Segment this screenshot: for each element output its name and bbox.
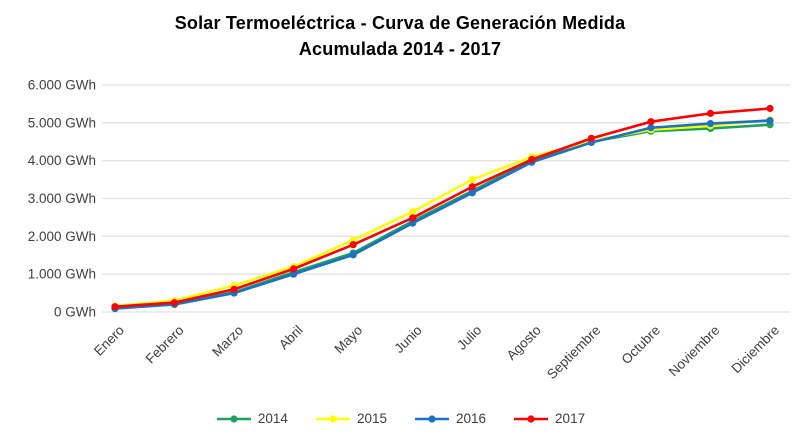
x-tick-label: Septiembre — [544, 323, 603, 382]
legend: 2014 2015 2016 2017 — [0, 411, 800, 426]
x-tick-label: Agosto — [504, 323, 544, 363]
data-point-2016-Julio — [468, 189, 476, 197]
y-tick-label: 4.000 GWh — [28, 153, 96, 168]
legend-label-2015: 2015 — [356, 411, 387, 426]
legend-swatch-2014 — [216, 414, 251, 423]
legend-swatch-2017 — [514, 414, 549, 423]
data-point-2016-Diciembre — [766, 116, 774, 125]
x-tick-label: Enero — [91, 323, 127, 359]
series-line-2014 — [113, 123, 772, 310]
data-point-2016-Octubre — [647, 124, 655, 132]
data-point-2017-Septiembre — [587, 134, 595, 142]
x-tick-label: Julio — [454, 323, 484, 353]
legend-swatch-2016 — [415, 414, 449, 423]
data-point-2017-Octubre — [647, 118, 655, 126]
data-point-2016-Junio — [409, 219, 417, 227]
legend-item-2015: 2015 — [314, 411, 387, 426]
data-point-2017-Enero — [111, 303, 119, 311]
x-tick-label: Febrero — [143, 323, 187, 367]
data-point-2017-Noviembre — [706, 109, 715, 117]
legend-swatch-2015 — [315, 414, 350, 423]
data-point-2016-Noviembre — [706, 119, 715, 128]
data-point-2017-Abril — [290, 265, 298, 273]
legend-label-2016: 2016 — [456, 411, 487, 426]
x-tick-label: Octubre — [618, 323, 663, 368]
legend-item-2016: 2016 — [413, 411, 486, 426]
data-point-2017-Agosto — [528, 155, 536, 164]
y-tick-label: 5.000 GWh — [28, 115, 96, 130]
data-point-2017-Febrero — [170, 298, 179, 307]
data-point-2015-Julio — [468, 175, 476, 184]
y-tick-label: 6.000 GWh — [28, 78, 96, 93]
y-tick-label: 3.000 GWh — [28, 191, 96, 206]
data-point-2016-Abril — [290, 270, 298, 278]
x-tick-label: Diciembre — [729, 323, 783, 377]
data-point-2016-Mayo — [349, 251, 357, 259]
data-point-2017-Julio — [468, 183, 476, 191]
y-tick-label: 0 GWh — [54, 305, 96, 320]
y-tick-label: 2.000 GWh — [28, 229, 96, 244]
data-point-2015-Junio — [409, 208, 417, 216]
x-tick-label: Abril — [276, 323, 306, 353]
x-tick-label: Marzo — [209, 323, 246, 360]
legend-item-2017: 2017 — [512, 411, 585, 426]
chart-title-line1: Solar Termoeléctrica - Curva de Generaci… — [174, 13, 626, 33]
legend-label-2014: 2014 — [257, 411, 288, 426]
x-tick-label: Junio — [391, 323, 424, 356]
x-tick-label: Noviembre — [666, 323, 723, 380]
data-point-2017-Marzo — [230, 285, 238, 293]
x-tick-label: Mayo — [331, 323, 365, 357]
data-point-2017-Mayo — [349, 241, 357, 249]
chart-title-line2: Acumulada 2014 - 2017 — [298, 39, 502, 59]
series-line-2017 — [113, 107, 772, 309]
chart-title: Solar Termoeléctrica - Curva de Generaci… — [0, 10, 800, 62]
y-tick-label: 1.000 GWh — [28, 267, 96, 282]
legend-item-2014: 2014 — [215, 411, 288, 426]
series-line-2016 — [113, 119, 772, 310]
data-point-2017-Diciembre — [766, 104, 774, 113]
legend-label-2017: 2017 — [555, 411, 586, 426]
series-line-2015 — [113, 118, 772, 308]
data-point-2017-Junio — [409, 214, 417, 222]
